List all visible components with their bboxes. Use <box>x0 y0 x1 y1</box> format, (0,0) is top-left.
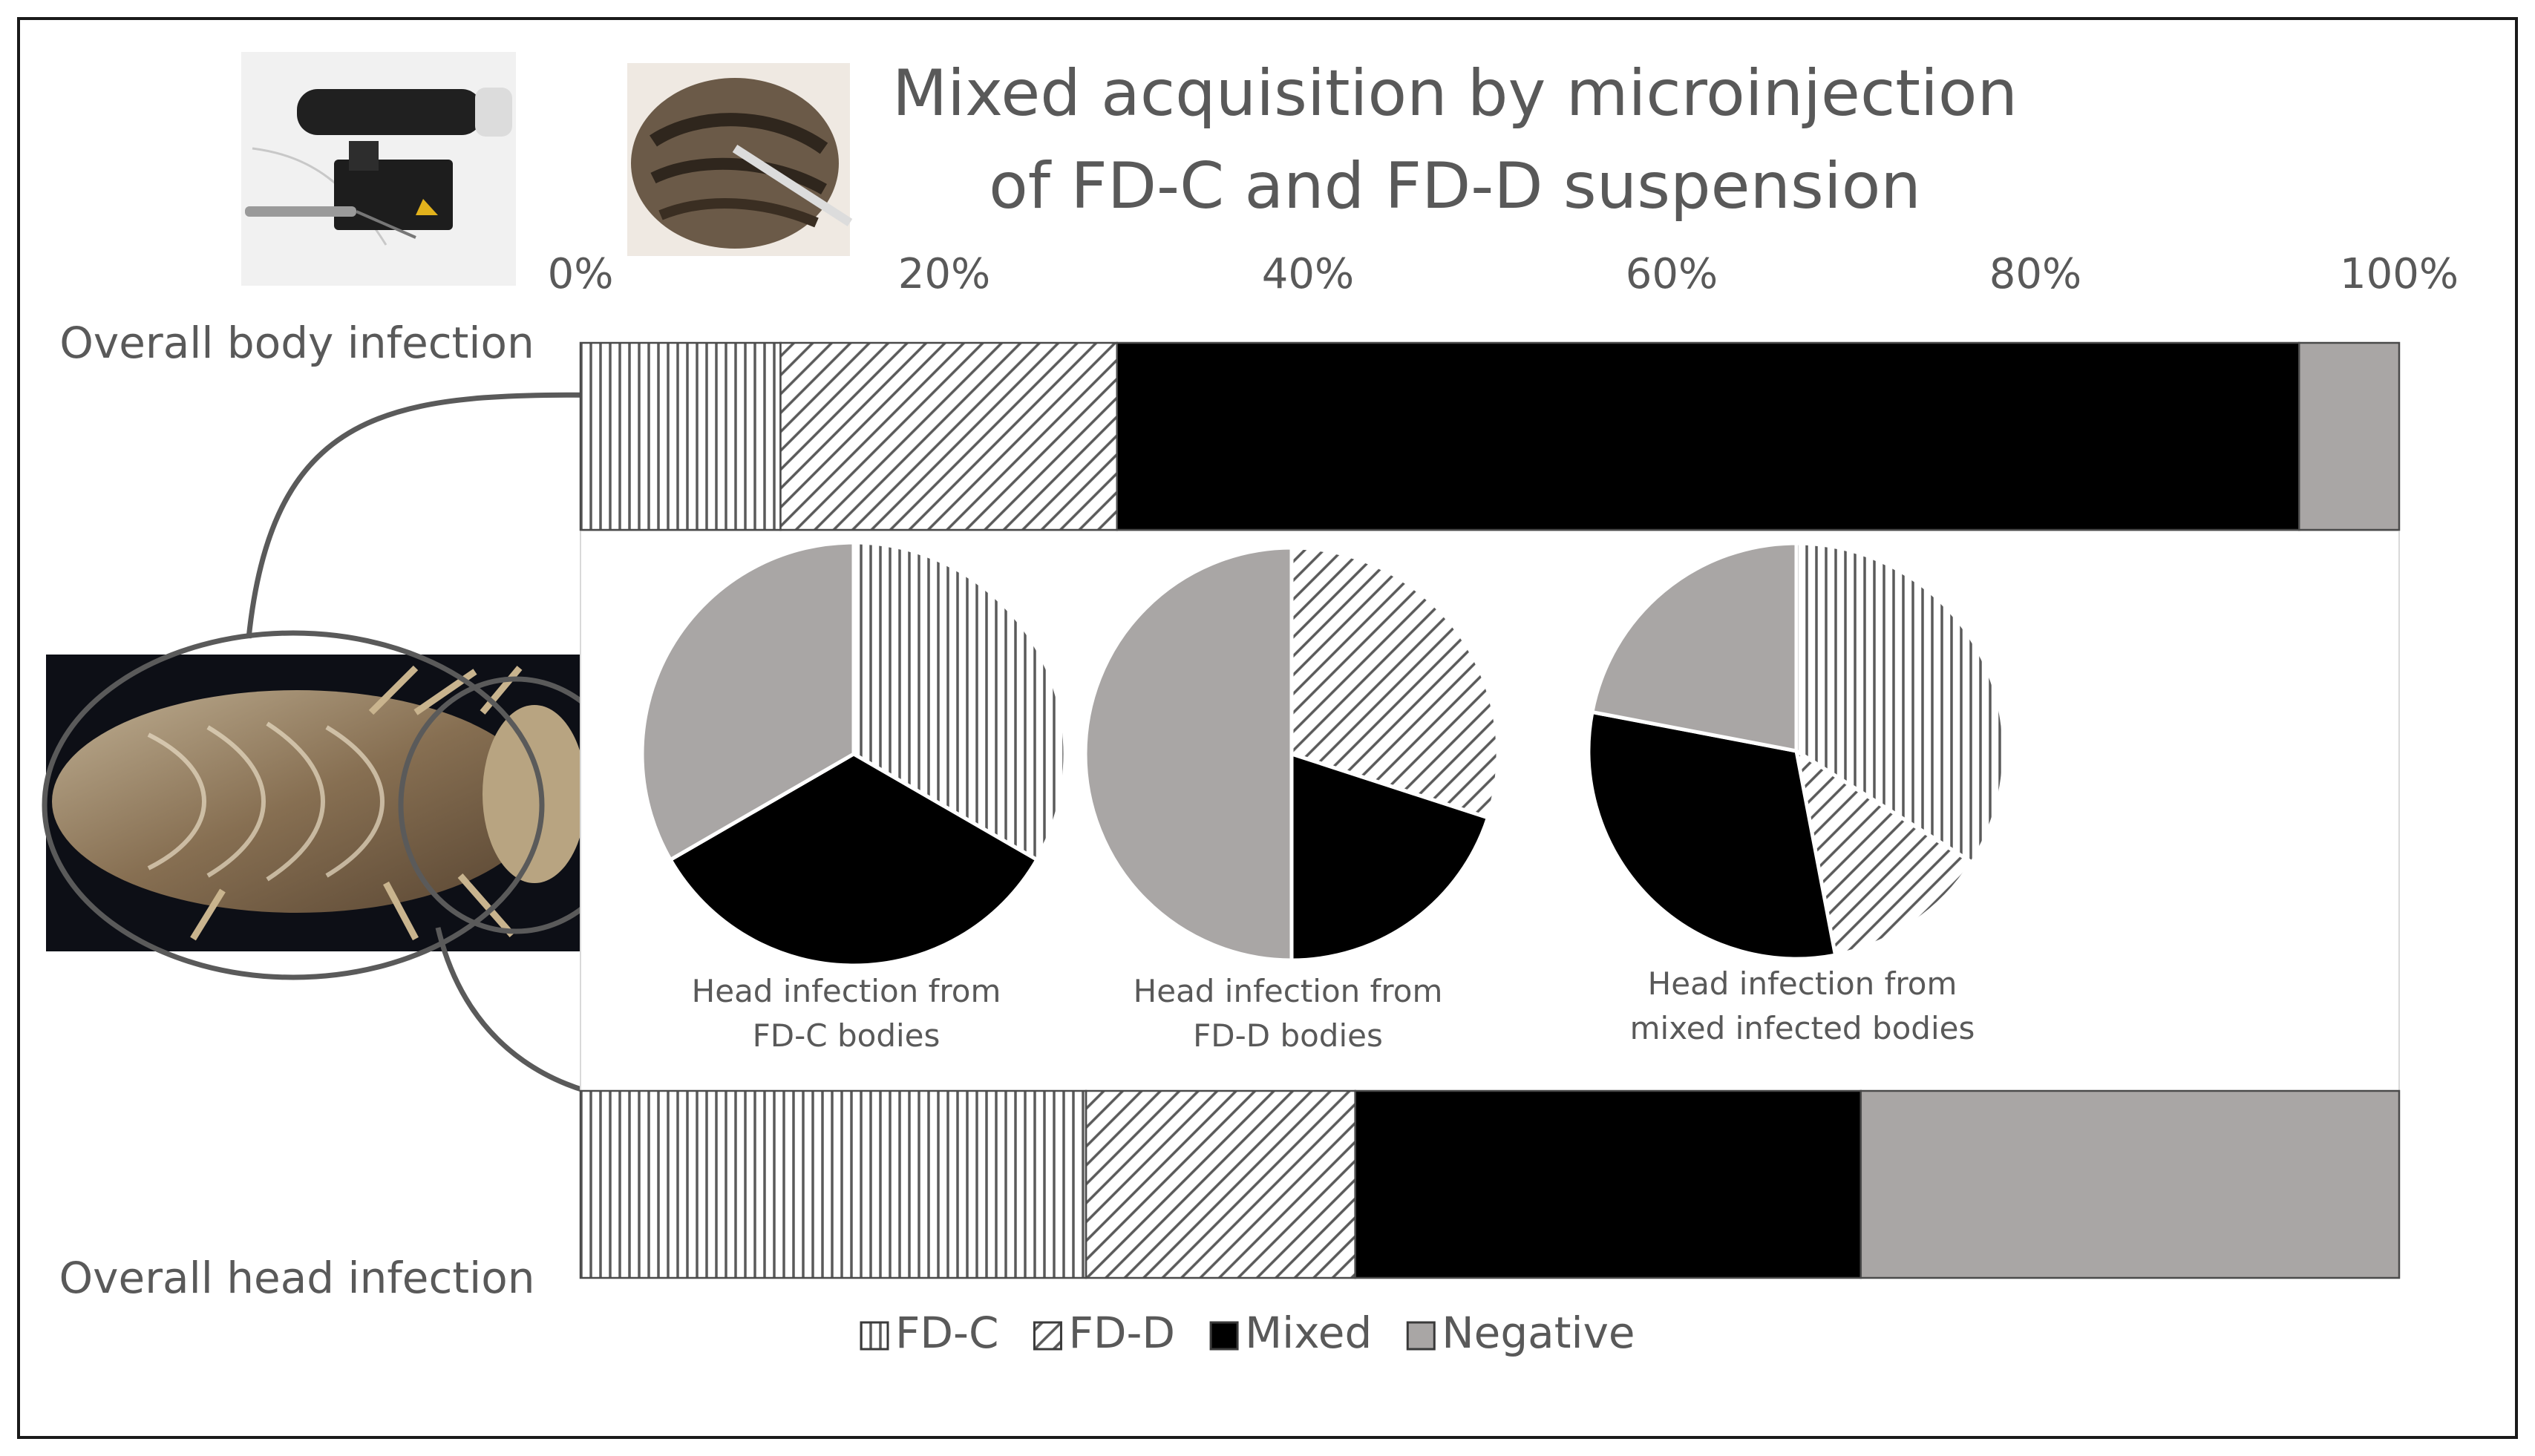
pie-slice <box>667 752 1040 968</box>
x-tick-label: 0% <box>548 250 614 298</box>
microinjector-photo <box>241 52 516 286</box>
row-label-body: Overall body infection <box>59 318 534 368</box>
x-tick-label: 100% <box>2340 250 2459 298</box>
pie-slice <box>1590 541 1799 754</box>
body-arrow <box>246 379 660 639</box>
x-tick-label: 80% <box>1989 250 2081 298</box>
pie-label: Head infection from <box>1134 973 1443 1009</box>
pie-slice <box>1289 545 1500 821</box>
legend-swatch <box>860 1321 889 1351</box>
pie-slice <box>640 540 856 862</box>
pie-label: Head infection from <box>692 973 1001 1009</box>
bar-segment <box>1354 1089 1862 1279</box>
legend-swatch <box>1406 1321 1436 1351</box>
insect-ventral-photo <box>46 655 599 951</box>
pie-slice <box>1289 751 1491 963</box>
pie-slice <box>1793 747 1975 957</box>
chart-title-line-1: Mixed acquisition by microinjection <box>892 56 2018 131</box>
bar-segment <box>579 341 782 531</box>
chart-title-line-2: of FD-C and FD-D suspension <box>989 149 1921 223</box>
legend-swatch <box>1033 1321 1062 1351</box>
x-tick-label: 20% <box>898 250 990 298</box>
bar-segment <box>1116 341 2300 531</box>
body-highlight-ellipse <box>42 630 545 980</box>
pie-label: Head infection from <box>1648 965 1957 1002</box>
bar-segment <box>579 1089 1087 1279</box>
bar-segment <box>2298 341 2401 531</box>
bar-segment <box>779 341 1118 531</box>
pie-slice <box>851 540 1067 862</box>
x-tick-label: 40% <box>1262 250 1354 298</box>
pie-slice <box>1586 709 1838 961</box>
bar-segment <box>1859 1089 2401 1279</box>
pie-label: FD-D bodies <box>1193 1017 1383 1054</box>
legend-label: FD-C <box>895 1308 998 1358</box>
legend-label: Mixed <box>1245 1308 1372 1358</box>
insect-injection-photo <box>627 63 853 256</box>
row-label-head: Overall head infection <box>59 1253 535 1303</box>
legend-swatch <box>1209 1321 1239 1351</box>
pie-slice <box>1083 545 1294 963</box>
legend-label: FD-D <box>1068 1308 1175 1358</box>
legend-label: Negative <box>1442 1308 1635 1358</box>
pie-label: mixed infected bodies <box>1630 1010 1975 1046</box>
pie-label: FD-C bodies <box>753 1017 941 1054</box>
bar-segment <box>1085 1089 1356 1279</box>
x-tick-label: 60% <box>1626 250 1718 298</box>
